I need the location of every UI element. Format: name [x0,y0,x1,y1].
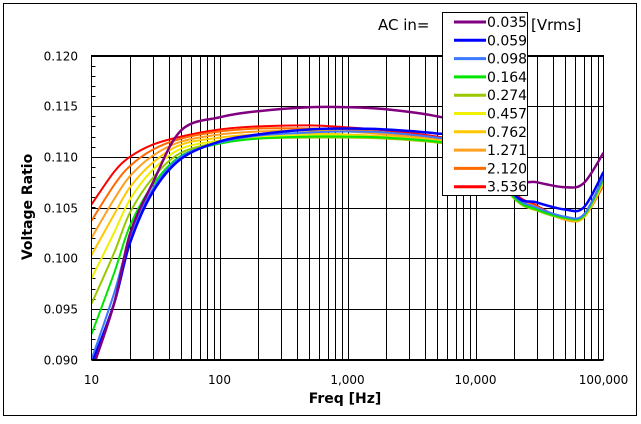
y-tick-label: 0.115 [44,100,78,114]
legend-title-suffix: [Vrms] [531,16,581,34]
x-tick-label: 10,000 [455,373,497,387]
series-line-0.059 [92,127,604,360]
legend-label-2.120: 2.120 [487,161,527,177]
x-tick-label: 1,000 [330,373,364,387]
series-line-0.098 [91,130,604,360]
x-tick-label: 10 [84,373,99,387]
y-axis-ticks: 0.090 0.095 0.100 0.105 0.110 0.115 0.120 [44,50,96,368]
y-axis-label: Voltage Ratio [20,153,36,260]
x-tick-label: 100 [208,373,231,387]
y-tick-label: 0.120 [44,50,78,64]
legend-label-0.457: 0.457 [487,107,527,123]
series-line-0.035 [94,105,604,360]
legend-label-3.536: 3.536 [487,180,527,196]
y-tick-label: 0.090 [44,354,78,368]
plot-border [91,55,604,360]
legend-label-0.059: 0.059 [487,33,527,49]
legend-label-0.098: 0.098 [487,52,527,68]
legend-label-1.271: 1.271 [487,143,527,159]
legend-label-0.274: 0.274 [487,88,527,104]
x-axis-label: Freq [Hz] [309,391,382,407]
legend-box [442,12,528,196]
series-lines [91,105,604,360]
legend-label-0.762: 0.762 [487,125,527,141]
y-tick-label: 0.100 [44,252,78,266]
x-tick-label: 100,000 [579,373,629,387]
legend-label-0.164: 0.164 [487,70,527,86]
legend-label-0.035: 0.035 [487,15,527,31]
y-tick-label: 0.110 [44,151,78,165]
y-tick-label: 0.105 [44,202,78,216]
legend-title-prefix: AC in= [378,16,429,34]
y-tick-label: 0.095 [44,303,78,317]
x-axis-ticks: 10 100 1,000 10,000 100,000 [84,373,628,387]
legend: 0.035 0.059 0.098 0.164 0.274 0.457 0.762 1.271… [442,12,528,196]
